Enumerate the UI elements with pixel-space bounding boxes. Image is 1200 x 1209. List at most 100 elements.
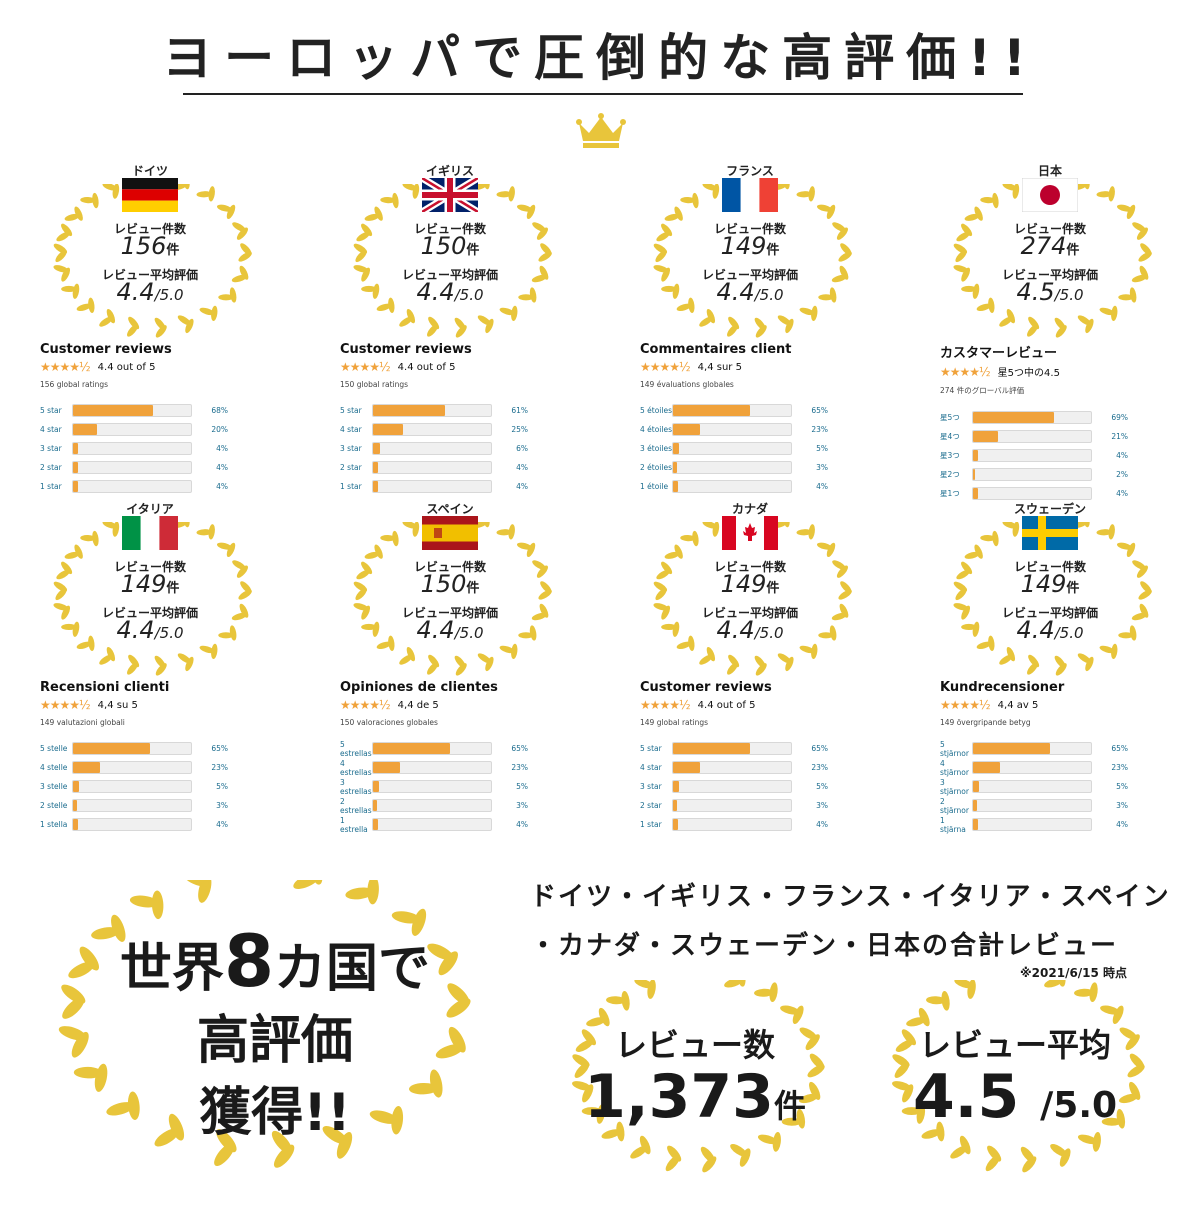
histogram-row-percent[interactable]: 23% — [211, 763, 228, 772]
histogram-row-percent[interactable]: 68% — [211, 406, 228, 415]
histogram-row-percent[interactable]: 65% — [811, 406, 828, 415]
histogram-row-percent[interactable]: 4% — [1116, 489, 1128, 498]
histogram-row-label[interactable]: 3 star — [640, 782, 662, 791]
histogram-row[interactable]: 5 star 61% — [340, 401, 530, 420]
histogram-row-percent[interactable]: 23% — [511, 763, 528, 772]
histogram-row-label[interactable]: 1 star — [40, 482, 62, 491]
histogram-row[interactable]: 5 star 65% — [640, 739, 830, 758]
histogram-row-label[interactable]: 5 star — [40, 406, 62, 415]
histogram-row-percent[interactable]: 3% — [516, 801, 528, 810]
histogram-row[interactable]: 星3つ 4% — [940, 446, 1130, 465]
histogram-row-percent[interactable]: 23% — [811, 425, 828, 434]
histogram-row-percent[interactable]: 4% — [216, 444, 228, 453]
histogram-row-label[interactable]: 2 estrellas — [340, 796, 372, 815]
histogram-row-label[interactable]: 3 star — [340, 444, 362, 453]
histogram-row-percent[interactable]: 4% — [216, 820, 228, 829]
histogram-row[interactable]: 2 stjärnor 3% — [940, 796, 1130, 815]
histogram-row[interactable]: 3 estrellas 5% — [340, 777, 530, 796]
histogram-row[interactable]: 4 stelle 23% — [40, 758, 230, 777]
histogram-row-percent[interactable]: 3% — [816, 801, 828, 810]
histogram-row-label[interactable]: 4 stjärnor — [940, 758, 969, 777]
histogram-row-percent[interactable]: 21% — [1111, 432, 1128, 441]
histogram-row[interactable]: 1 stella 4% — [40, 815, 230, 834]
histogram-row-percent[interactable]: 4% — [516, 463, 528, 472]
histogram-row-label[interactable]: 2 stelle — [40, 801, 68, 810]
histogram-row-label[interactable]: 5 star — [640, 744, 662, 753]
histogram-row-percent[interactable]: 61% — [511, 406, 528, 415]
histogram-row-percent[interactable]: 3% — [816, 463, 828, 472]
histogram-row-label[interactable]: 5 stelle — [40, 744, 68, 753]
histogram-row-percent[interactable]: 65% — [211, 744, 228, 753]
histogram-row-percent[interactable]: 3% — [216, 801, 228, 810]
histogram-row-label[interactable]: 2 étoiles — [640, 463, 672, 472]
histogram-row[interactable]: 星2つ 2% — [940, 465, 1130, 484]
histogram-row-percent[interactable]: 65% — [1111, 744, 1128, 753]
histogram-row[interactable]: 星5つ 69% — [940, 408, 1130, 427]
histogram-row-percent[interactable]: 4% — [516, 820, 528, 829]
histogram-row[interactable]: 5 estrellas 65% — [340, 739, 530, 758]
histogram-row-percent[interactable]: 5% — [516, 782, 528, 791]
histogram-row[interactable]: 3 stelle 5% — [40, 777, 230, 796]
histogram-row[interactable]: 3 star 4% — [40, 439, 230, 458]
histogram-row[interactable]: 2 star 4% — [340, 458, 530, 477]
histogram-row-label[interactable]: 4 star — [340, 425, 362, 434]
histogram-row-percent[interactable]: 69% — [1111, 413, 1128, 422]
histogram-row[interactable]: 2 étoiles 3% — [640, 458, 830, 477]
histogram-row-label[interactable]: 4 star — [40, 425, 62, 434]
histogram-row-percent[interactable]: 5% — [1116, 782, 1128, 791]
histogram-row-label[interactable]: 2 star — [340, 463, 362, 472]
histogram-row[interactable]: 2 star 3% — [640, 796, 830, 815]
histogram-row-label[interactable]: 1 estrella — [340, 815, 368, 834]
histogram-row-percent[interactable]: 65% — [811, 744, 828, 753]
histogram-row-label[interactable]: 1 star — [640, 820, 662, 829]
histogram-row-label[interactable]: 1 stjärna — [940, 815, 966, 834]
histogram-row-label[interactable]: 3 estrellas — [340, 777, 372, 796]
histogram-row-percent[interactable]: 5% — [816, 444, 828, 453]
histogram-row[interactable]: 1 stjärna 4% — [940, 815, 1130, 834]
histogram-row-label[interactable]: 1 star — [340, 482, 362, 491]
histogram-row[interactable]: 5 stjärnor 65% — [940, 739, 1130, 758]
histogram-row-label[interactable]: 星3つ — [940, 451, 960, 460]
histogram-row-percent[interactable]: 23% — [1111, 763, 1128, 772]
histogram-row-percent[interactable]: 3% — [1116, 801, 1128, 810]
histogram-row[interactable]: 1 star 4% — [640, 815, 830, 834]
histogram-row[interactable]: 2 estrellas 3% — [340, 796, 530, 815]
histogram-row-label[interactable]: 4 étoiles — [640, 425, 672, 434]
histogram-row[interactable]: 星1つ 4% — [940, 484, 1130, 503]
histogram-row-percent[interactable]: 4% — [1116, 451, 1128, 460]
histogram-row-label[interactable]: 1 étoile — [640, 482, 669, 491]
histogram-row-percent[interactable]: 2% — [1116, 470, 1128, 479]
histogram-row[interactable]: 2 star 4% — [40, 458, 230, 477]
histogram-row[interactable]: 星4つ 21% — [940, 427, 1130, 446]
histogram-row-label[interactable]: 5 estrellas — [340, 739, 372, 758]
histogram-row-label[interactable]: 4 star — [640, 763, 662, 772]
histogram-row-percent[interactable]: 4% — [816, 820, 828, 829]
histogram-row-percent[interactable]: 20% — [211, 425, 228, 434]
histogram-row[interactable]: 2 stelle 3% — [40, 796, 230, 815]
histogram-row-label[interactable]: 5 étoiles — [640, 406, 672, 415]
histogram-row-percent[interactable]: 4% — [216, 463, 228, 472]
histogram-row[interactable]: 1 estrella 4% — [340, 815, 530, 834]
histogram-row-label[interactable]: 5 star — [340, 406, 362, 415]
histogram-row[interactable]: 3 star 5% — [640, 777, 830, 796]
histogram-row[interactable]: 4 étoiles 23% — [640, 420, 830, 439]
histogram-row-label[interactable]: 星2つ — [940, 470, 960, 479]
histogram-row-percent[interactable]: 65% — [511, 744, 528, 753]
histogram-row[interactable]: 5 star 68% — [40, 401, 230, 420]
histogram-row[interactable]: 1 étoile 4% — [640, 477, 830, 496]
histogram-row-label[interactable]: 2 stjärnor — [940, 796, 969, 815]
histogram-row[interactable]: 1 star 4% — [40, 477, 230, 496]
histogram-row-label[interactable]: 2 star — [640, 801, 662, 810]
histogram-row-percent[interactable]: 5% — [816, 782, 828, 791]
histogram-row-label[interactable]: 星5つ — [940, 413, 960, 422]
histogram-row-percent[interactable]: 4% — [216, 482, 228, 491]
histogram-row[interactable]: 3 étoiles 5% — [640, 439, 830, 458]
histogram-row[interactable]: 5 stelle 65% — [40, 739, 230, 758]
histogram-row-label[interactable]: 3 stjärnor — [940, 777, 969, 796]
histogram-row-label[interactable]: 2 star — [40, 463, 62, 472]
histogram-row[interactable]: 5 étoiles 65% — [640, 401, 830, 420]
histogram-row-label[interactable]: 1 stella — [40, 820, 68, 829]
histogram-row-label[interactable]: 3 star — [40, 444, 62, 453]
histogram-row-percent[interactable]: 6% — [516, 444, 528, 453]
histogram-row-label[interactable]: 星1つ — [940, 489, 960, 498]
